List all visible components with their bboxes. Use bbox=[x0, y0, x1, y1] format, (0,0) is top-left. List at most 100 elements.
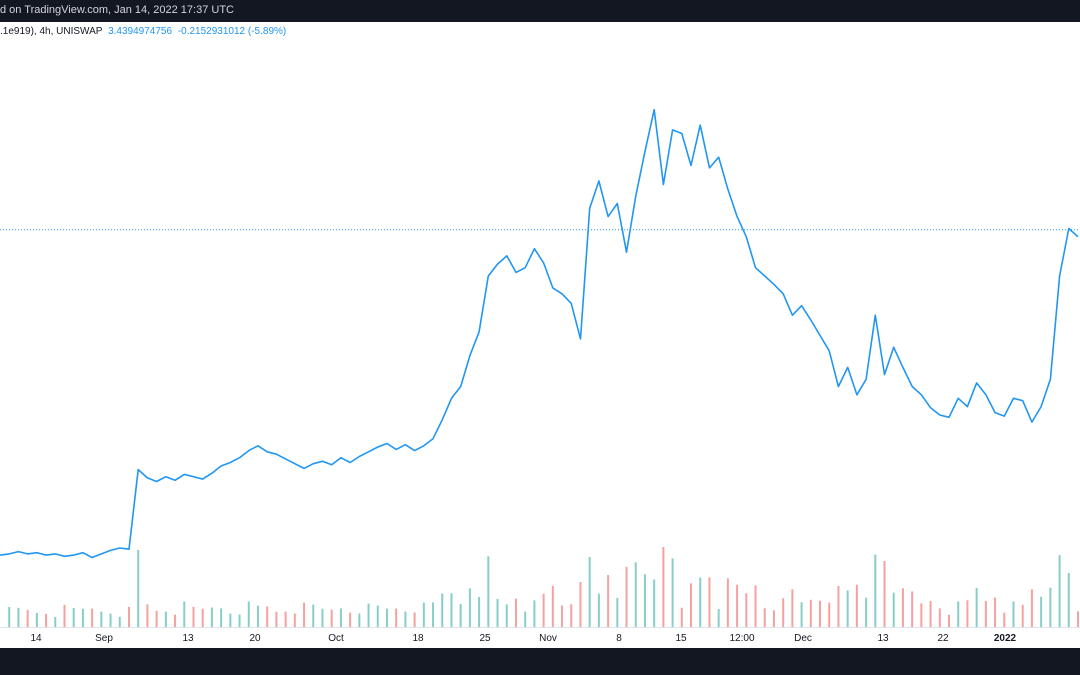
volume-bar bbox=[17, 607, 20, 627]
x-tick-label: 15 bbox=[675, 633, 687, 644]
volume-bar bbox=[413, 612, 416, 627]
volume-bar bbox=[349, 612, 352, 627]
volume-bar bbox=[597, 593, 600, 627]
volume-bar bbox=[671, 558, 674, 627]
volume-bar bbox=[164, 611, 167, 627]
volume-bar bbox=[312, 604, 315, 627]
volume-bar bbox=[385, 608, 388, 627]
volume-bar bbox=[256, 605, 259, 627]
volume-bar bbox=[201, 608, 204, 627]
volume-bar bbox=[809, 599, 812, 627]
volume-bar bbox=[1067, 573, 1070, 627]
volume-bar bbox=[450, 593, 453, 627]
volume-bar bbox=[505, 604, 508, 627]
volume-bar bbox=[846, 590, 849, 627]
volume-bar bbox=[819, 600, 822, 627]
volume-bar bbox=[782, 598, 785, 627]
volume-bar bbox=[54, 616, 57, 627]
x-tick-label: 14 bbox=[30, 633, 42, 644]
volume-bar bbox=[865, 597, 868, 627]
volume-bar bbox=[137, 550, 140, 627]
volume-bar bbox=[938, 608, 941, 627]
x-tick-label: Sep bbox=[95, 633, 113, 644]
volume-bar bbox=[118, 616, 121, 627]
x-tick-label: 25 bbox=[479, 633, 491, 644]
volume-bar bbox=[35, 612, 38, 627]
volume-bar bbox=[155, 610, 158, 627]
volume-bar bbox=[1012, 601, 1015, 627]
volume-bar bbox=[653, 579, 656, 627]
x-tick-label: 18 bbox=[412, 633, 424, 644]
volume-bar bbox=[100, 611, 103, 627]
volume-bar bbox=[994, 597, 997, 627]
volume-bar bbox=[625, 566, 628, 627]
volume-bar bbox=[72, 607, 75, 627]
volume-bar bbox=[109, 613, 112, 627]
volume-bar bbox=[174, 614, 177, 627]
x-tick-label: 8 bbox=[616, 633, 622, 644]
volume-bar bbox=[459, 604, 462, 627]
volume-bar bbox=[1003, 612, 1006, 627]
volume-bar bbox=[496, 599, 499, 627]
volume-bar bbox=[63, 604, 66, 627]
volume-bar bbox=[616, 597, 619, 627]
volume-bar bbox=[284, 611, 287, 627]
volume-bar bbox=[514, 598, 517, 627]
volume-bar bbox=[321, 608, 324, 627]
volume-bar bbox=[966, 600, 969, 627]
volume-bar bbox=[210, 607, 213, 627]
volume-bar bbox=[680, 607, 683, 627]
volume-bar bbox=[26, 609, 29, 627]
volume-bar bbox=[736, 584, 739, 627]
x-tick-label: 13 bbox=[182, 633, 194, 644]
volume-bar bbox=[800, 602, 803, 627]
x-tick-label: 13 bbox=[877, 633, 889, 644]
volume-bar bbox=[892, 592, 895, 627]
volume-bar bbox=[948, 614, 951, 627]
volume-bar bbox=[634, 562, 637, 627]
volume-bar bbox=[690, 583, 693, 627]
volume-bar bbox=[1077, 611, 1079, 627]
time-axis[interactable]: 14 Sep 13 20 Oct 18 25 Nov 8 15 12:00 Dec 13 22 2022 bbox=[0, 627, 1080, 649]
volume-bar bbox=[699, 577, 702, 627]
volume-bar bbox=[220, 608, 223, 627]
volume-bar bbox=[478, 597, 481, 627]
volume-bar bbox=[247, 601, 250, 627]
volume-bar bbox=[708, 577, 711, 627]
volume-bar bbox=[275, 611, 278, 627]
volume-bar bbox=[358, 613, 361, 627]
volume-bar bbox=[127, 606, 130, 627]
volume-bar bbox=[984, 601, 987, 627]
volume-bar bbox=[1040, 596, 1043, 627]
volume-bar bbox=[588, 557, 591, 627]
volume-bar bbox=[1049, 587, 1052, 627]
volume-bar bbox=[542, 593, 545, 627]
volume-bar bbox=[579, 582, 582, 627]
volume-bar bbox=[717, 609, 720, 627]
volume-bar bbox=[745, 593, 748, 627]
volume-bar bbox=[238, 614, 241, 627]
series-legend: .1e919), 4h, UNISWAP 3.4394974756 -0.215… bbox=[0, 26, 286, 37]
price-change: -0.2152931012 (-5.89%) bbox=[177, 26, 287, 37]
volume-bar bbox=[1058, 555, 1061, 627]
volume-bar bbox=[975, 588, 978, 627]
price-series-line bbox=[0, 108, 1079, 559]
volume-bar bbox=[929, 600, 932, 627]
volume-bar bbox=[395, 608, 398, 627]
volume-bar bbox=[468, 588, 471, 627]
x-tick-label: Oct bbox=[328, 633, 344, 644]
volume-bar bbox=[404, 611, 407, 627]
symbol-label: .1e919), 4h, UNISWAP bbox=[0, 26, 103, 37]
volume-bar bbox=[81, 608, 84, 627]
volume-bar bbox=[883, 561, 886, 627]
volume-bar bbox=[1030, 589, 1033, 627]
volume-bar bbox=[8, 606, 11, 627]
volume-bar bbox=[487, 556, 490, 627]
x-tick-label: 20 bbox=[249, 633, 261, 644]
volume-bar bbox=[91, 608, 94, 627]
volume-bar bbox=[920, 603, 923, 627]
price-chart[interactable] bbox=[0, 22, 1080, 627]
volume-bar bbox=[957, 601, 960, 627]
volume-bar bbox=[339, 608, 342, 627]
volume-bar bbox=[726, 578, 729, 627]
